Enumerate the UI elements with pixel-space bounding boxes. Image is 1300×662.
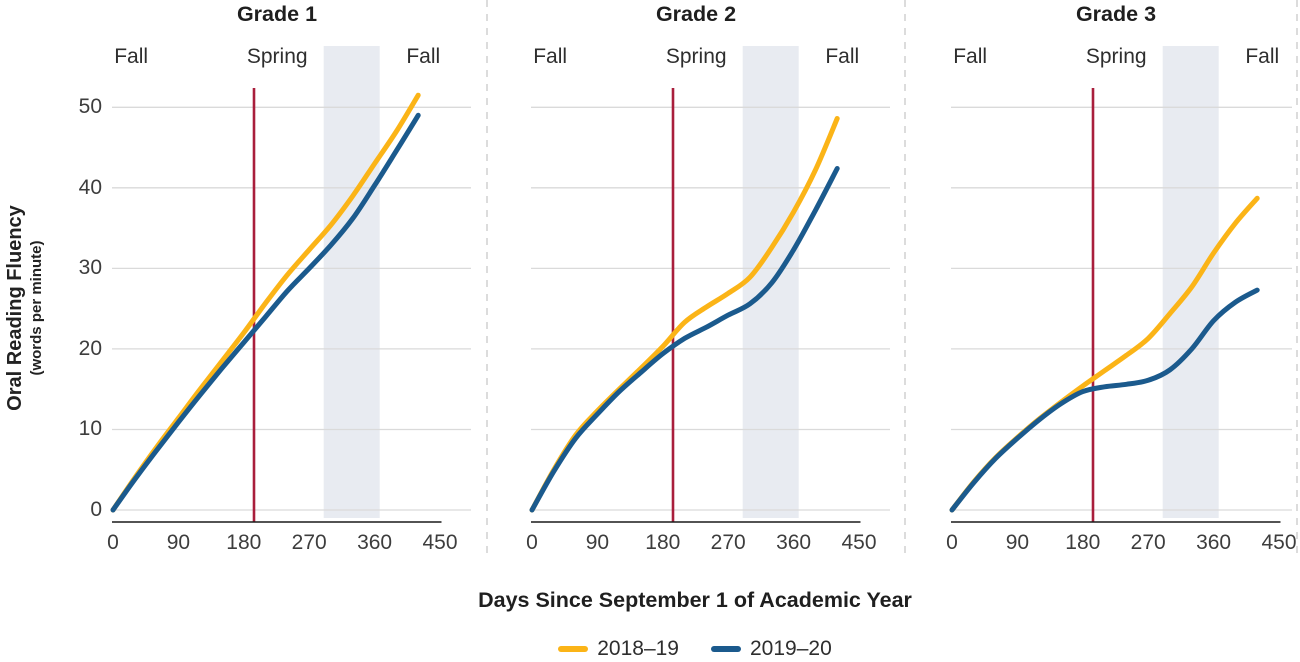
y-tick-label: 40	[78, 175, 102, 199]
legend-item-2019-20: 2019–20	[711, 637, 832, 661]
x-tick-label: 180	[645, 531, 681, 554]
x-tick-label: 180	[226, 531, 262, 554]
y-tick-label: 50	[78, 95, 102, 119]
y-axis-label-units: (words per minute)	[27, 240, 45, 376]
series-curve-2019-20	[110, 112, 421, 513]
x-tick-label: 0	[107, 531, 119, 554]
chart-canvas	[110, 0, 1298, 557]
series-curve-2019-20	[949, 287, 1260, 513]
legend-label-2018-19: 2018–19	[597, 637, 679, 660]
y-tick-label: 10	[78, 417, 102, 441]
x-tick-label: 180	[1065, 531, 1101, 554]
summer-band	[1162, 46, 1219, 518]
x-tick-label: 270	[1130, 531, 1166, 554]
x-tick-label: 360	[1196, 531, 1232, 554]
y-tick-label: 30	[78, 256, 102, 280]
x-tick-label: 0	[946, 531, 958, 554]
season-label: Fall	[114, 45, 149, 68]
season-label: Spring	[665, 45, 727, 68]
panel-title-grade-1: Grade 1	[236, 2, 318, 26]
y-tick-label: 20	[78, 336, 102, 360]
x-tick-label: 360	[357, 531, 393, 554]
y-axis-label-text: Oral Reading Fluency	[3, 205, 26, 411]
season-label: Spring	[1085, 45, 1147, 68]
panel-title-grade-3: Grade 3	[1075, 2, 1157, 26]
x-tick-label: 90	[1005, 531, 1030, 554]
x-tick-label: 90	[166, 531, 191, 554]
legend-swatch-2019-20	[711, 646, 741, 652]
y-tick-label: 0	[90, 498, 102, 521]
x-tick-label: 270	[291, 531, 327, 554]
legend-label-2019-20: 2019–20	[750, 637, 832, 660]
panel-title-grade-2: Grade 2	[655, 2, 737, 26]
x-tick-label: 360	[776, 531, 812, 554]
legend-swatch-2018-19	[558, 646, 589, 652]
legend: 2018–19 2019–20	[100, 637, 1290, 661]
season-label: Fall	[406, 45, 441, 68]
x-tick-label: 450	[1261, 531, 1297, 554]
x-tick-label: 450	[841, 531, 877, 554]
x-tick-label: 450	[422, 531, 458, 554]
season-label: Fall	[953, 45, 988, 68]
season-label: Fall	[533, 45, 568, 68]
x-axis-title: Days Since September 1 of Academic Year	[478, 588, 912, 612]
season-label: Fall	[825, 45, 860, 68]
y-axis-label: Oral Reading Fluency (words per minute)	[1, 98, 47, 518]
x-tick-label: 90	[585, 531, 610, 554]
season-label: Fall	[1245, 45, 1280, 68]
x-tick-label: 270	[710, 531, 746, 554]
legend-item-2018-19: 2018–19	[558, 637, 679, 661]
summer-band	[323, 46, 380, 518]
series-curve-2019-20	[529, 166, 840, 513]
season-label: Spring	[246, 45, 308, 68]
x-tick-label: 0	[526, 531, 538, 554]
